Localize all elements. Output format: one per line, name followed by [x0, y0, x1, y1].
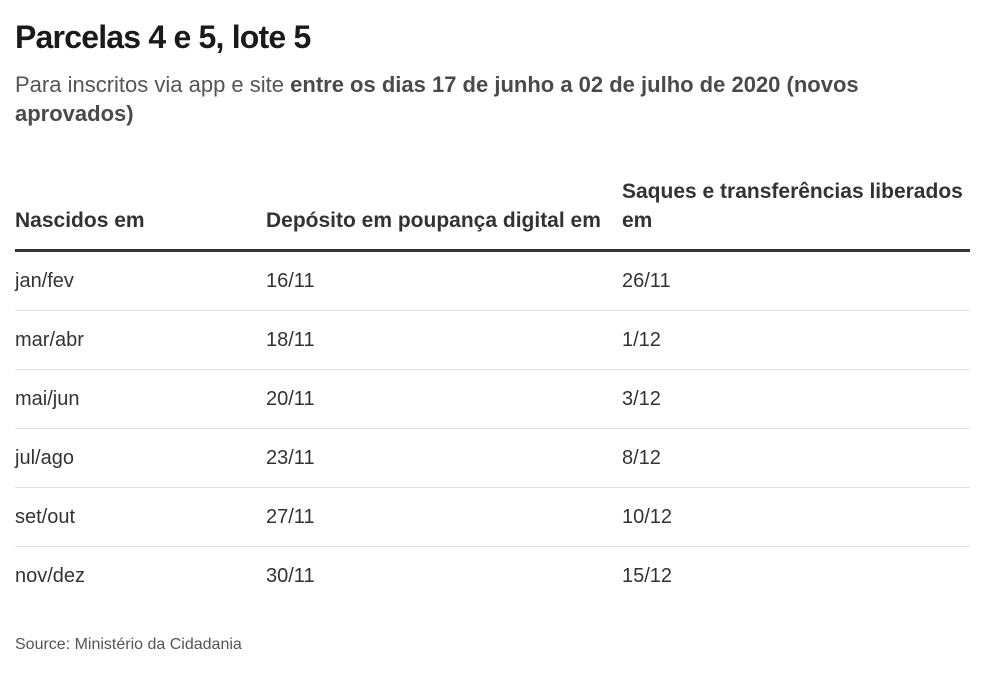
table-row: set/out 27/11 10/12	[15, 487, 970, 547]
cell-withdrawal: 3/12	[622, 369, 970, 429]
column-header-withdrawal: Saques e transferências liberados em	[622, 167, 970, 252]
table-row: jul/ago 23/11 8/12	[15, 428, 970, 488]
cell-birth: jul/ago	[15, 428, 266, 488]
cell-deposit: 27/11	[266, 487, 622, 547]
cell-deposit: 18/11	[266, 310, 622, 370]
cell-birth: nov/dez	[15, 564, 86, 587]
source-note: Source: Ministério da Cidadania	[15, 636, 242, 653]
cell-deposit: 20/11	[266, 369, 622, 429]
table-row: mai/jun 20/11 3/12	[15, 369, 970, 429]
cell-withdrawal: 1/12	[622, 310, 970, 370]
page-title: Parcelas 4 e 5, lote 5	[15, 19, 311, 55]
cell-withdrawal: 26/11	[622, 250, 970, 311]
table-header: Nascidos em Depósito em poupança digital…	[15, 167, 970, 252]
schedule-table: Nascidos em Depósito em poupança digital…	[15, 167, 970, 605]
cell-birth: set/out	[15, 487, 266, 547]
cell-birth: mai/jun	[15, 369, 266, 429]
cell-birth: mar/abr	[15, 310, 266, 370]
cell-deposit: 23/11	[266, 428, 622, 488]
cell-birth: jan/fev	[15, 250, 266, 311]
cell-deposit: 16/11	[266, 250, 622, 311]
cell-withdrawal: 8/12	[622, 428, 970, 488]
table-row: nov/dez 30/11 15/12	[15, 547, 970, 606]
table-body: jan/fev 16/11 26/11 mar/abr 18/11 1/12 m…	[15, 250, 970, 606]
subtitle: Para inscritos via app e site entre os d…	[15, 70, 955, 128]
subtitle-bold-text: entre os dias 17 de junho a 02 de julho …	[15, 72, 859, 126]
cell-withdrawal: 15/12	[622, 564, 673, 587]
header-row: Nascidos em Depósito em poupança digital…	[15, 167, 970, 252]
table-row: jan/fev 16/11 26/11	[15, 250, 970, 311]
table-row: mar/abr 18/11 1/12	[15, 310, 970, 370]
cell-deposit: 30/11	[266, 564, 315, 587]
subtitle-normal-text: Para inscritos via app e site	[15, 72, 291, 97]
column-header-deposit: Depósito em poupança digital em	[266, 167, 622, 252]
column-header-birth: Nascidos em	[15, 167, 266, 252]
cell-withdrawal: 10/12	[622, 487, 970, 547]
